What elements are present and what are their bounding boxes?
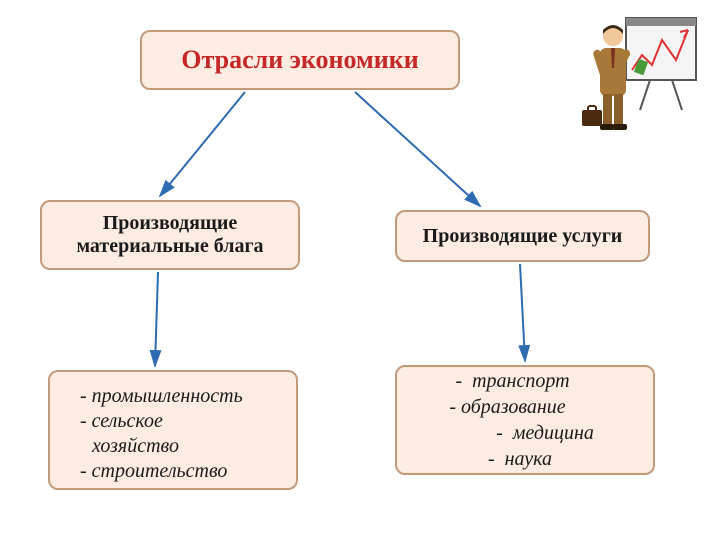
right-branch-box: Производящие услуги — [395, 210, 650, 262]
right-examples-box: - транспорт - образование - медицина - н… — [395, 365, 655, 475]
businessman-clipart — [580, 10, 700, 140]
left-branch-label: Производящие материальные блага — [60, 212, 280, 258]
arrow — [155, 272, 158, 366]
right-example-item: - образование — [449, 394, 600, 420]
left-example-item: хозяйство — [80, 434, 243, 459]
title-box: Отрасли экономики — [140, 30, 460, 90]
arrow — [355, 92, 480, 206]
left-example-item: строительство — [80, 459, 243, 484]
left-examples-list: промышленностьсельскоехозяйствостроитель… — [80, 384, 243, 484]
left-branch-box: Производящие материальные блага — [40, 200, 300, 270]
right-example-item: - медицина — [456, 420, 594, 446]
right-example-item: - наука — [473, 446, 577, 472]
left-example-item: сельское — [80, 409, 243, 434]
arrow — [520, 264, 525, 361]
left-examples-box: промышленностьсельскоехозяйствостроитель… — [48, 370, 298, 490]
title-text: Отрасли экономики — [181, 45, 418, 75]
arrow — [160, 92, 245, 196]
right-example-item: - транспорт — [455, 368, 594, 394]
left-example-item: промышленность — [80, 384, 243, 409]
right-branch-label: Производящие услуги — [423, 225, 623, 248]
